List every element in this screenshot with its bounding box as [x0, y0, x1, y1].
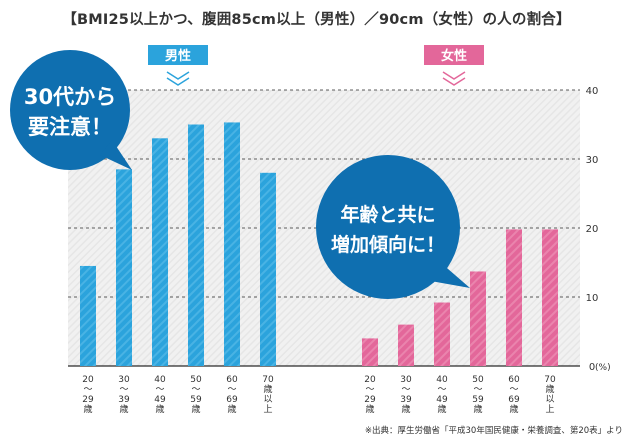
male-bar [260, 172, 276, 366]
callout-female: 年齢と共に 増加傾向に！ [316, 155, 470, 299]
female-category-label: 30 [400, 375, 412, 385]
y-tick-label: 0 [589, 362, 595, 373]
chevron-down-icon [166, 77, 190, 86]
callout-male-line2: 要注意！ [28, 115, 112, 139]
female-category-label: 歳 [473, 403, 482, 415]
male-category-label: 60 [226, 375, 238, 385]
male-bar [80, 265, 96, 366]
y-tick-label: 10 [586, 293, 599, 304]
legend-female-box [424, 45, 484, 65]
chart-title: 【BMI25以上かつ、腹囲85cm以上（男性）／90cm（女性）の人の割合】 [62, 12, 571, 28]
male-category-label: 歳 [155, 403, 164, 415]
y-tick-label: 40 [586, 86, 599, 97]
female-category-label: 69 [508, 395, 520, 405]
legend-male-box [148, 45, 208, 65]
male-category-label: 50 [190, 375, 202, 385]
callout-male-bubble [10, 50, 130, 170]
male-category-label: 40 [154, 375, 166, 385]
callout-female-bubble [316, 155, 460, 299]
female-category-label: 59 [472, 395, 484, 405]
female-category-label: 70 [544, 375, 556, 385]
unit-label: (%) [595, 363, 611, 373]
male-bar [224, 122, 240, 367]
legend-female: 女性 [424, 45, 484, 86]
female-category-label: 〜 [437, 385, 446, 395]
callout-female-tail [425, 262, 470, 288]
male-category-label: 59 [190, 395, 202, 405]
male-category-label: 歳 [119, 403, 128, 415]
female-category-label: 歳 [437, 403, 446, 415]
chevron-down-icon [166, 71, 190, 80]
female-bar [362, 338, 378, 366]
male-category-label: 歳 [83, 403, 92, 415]
source-note: ※出典：厚生労働省「平成30年国民健康・栄養調査、第20表」より [364, 426, 623, 436]
male-bar [188, 124, 204, 366]
female-category-label: 歳 [509, 403, 518, 415]
female-category-label: 40 [436, 375, 448, 385]
callout-male: 30代から 要注意！ [10, 50, 132, 170]
callout-male-tail [100, 140, 132, 170]
male-category-label: 〜 [83, 385, 92, 395]
female-bar [506, 229, 522, 366]
male-category-label: 以 [263, 395, 272, 405]
female-category-label: 〜 [509, 385, 518, 395]
male-category-label: 歳 [191, 403, 200, 415]
female-category-label: 歳 [365, 403, 374, 415]
male-category-label: 〜 [191, 385, 200, 395]
female-category-label: 20 [364, 375, 376, 385]
female-category-label: 49 [436, 395, 448, 405]
female-category-label: 歳 [401, 403, 410, 415]
callout-female-line2: 増加傾向に！ [331, 233, 445, 256]
male-category-label: 30 [118, 375, 130, 385]
male-category-label: 69 [226, 395, 238, 405]
callout-male-line1: 30代から [24, 85, 116, 109]
male-category-label: 29 [82, 395, 94, 405]
chevron-down-icon [442, 71, 466, 80]
female-category-label: 〜 [365, 385, 374, 395]
male-category-label: 20 [82, 375, 94, 385]
male-category-label: 49 [154, 395, 166, 405]
male-bar [152, 138, 168, 366]
male-category-label: 〜 [155, 385, 164, 395]
female-category-label: 〜 [473, 385, 482, 395]
female-bar [470, 271, 486, 366]
male-bar [116, 169, 132, 366]
female-category-label: 歳 [545, 383, 554, 395]
y-tick-label: 20 [586, 224, 599, 235]
legend-male-label: 男性 [165, 48, 191, 64]
legend-female-label: 女性 [441, 48, 467, 64]
female-category-label: 29 [364, 395, 376, 405]
callout-female-line1: 年齢と共に [340, 203, 435, 226]
female-category-label: 39 [400, 395, 412, 405]
male-category-label: 〜 [227, 385, 236, 395]
male-category-label: 歳 [227, 403, 236, 415]
male-category-label: 39 [118, 395, 130, 405]
female-bar [542, 229, 558, 366]
female-category-label: 以 [545, 395, 554, 405]
male-category-label: 歳 [263, 383, 272, 395]
female-category-label: 上 [545, 404, 554, 415]
chevron-down-icon [442, 77, 466, 86]
legend-male: 男性 [148, 45, 208, 86]
female-category-label: 50 [472, 375, 484, 385]
male-category-label: 〜 [119, 385, 128, 395]
male-category-label: 上 [263, 404, 272, 415]
female-category-label: 60 [508, 375, 520, 385]
female-bar [398, 324, 414, 366]
y-tick-label: 30 [586, 155, 599, 166]
female-category-label: 〜 [401, 385, 410, 395]
male-category-label: 70 [262, 375, 274, 385]
female-bar [434, 302, 450, 366]
